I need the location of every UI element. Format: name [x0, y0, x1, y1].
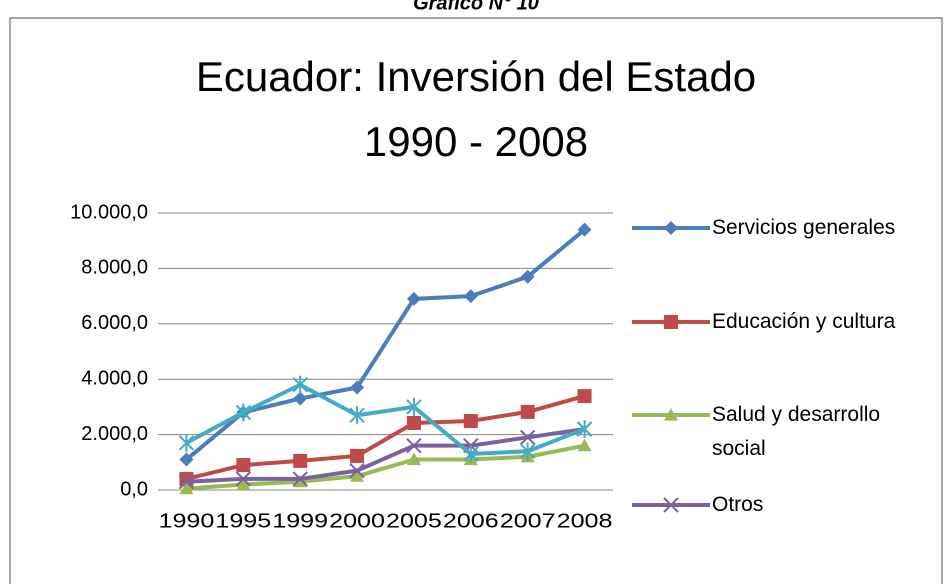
y-tick-label: 0,0: [120, 478, 148, 500]
marker: [406, 437, 422, 454]
x-tick-label: 2007: [500, 510, 556, 532]
y-tick-label: 6.000,0: [81, 312, 148, 334]
marker: [178, 473, 195, 490]
legend-swatch: [632, 315, 710, 329]
marker: [235, 471, 252, 487]
marker: [236, 458, 251, 473]
y-tick-label: 4.000,0: [81, 367, 148, 389]
marker: [179, 481, 194, 495]
y-tick-label: 2.000,0: [81, 423, 148, 445]
marker: [293, 391, 308, 406]
legend-swatch: [632, 221, 710, 235]
legend-item: Servicios generales: [628, 211, 895, 245]
marker: [349, 406, 365, 425]
marker: [664, 408, 678, 421]
x-tick-label: 2006: [443, 510, 499, 532]
marker: [520, 404, 535, 419]
marker: [577, 389, 592, 404]
legend-label: Educación y cultura: [712, 310, 896, 333]
legend-item: Otros: [628, 488, 763, 522]
x-tick-label: 2005: [386, 510, 442, 532]
marker: [406, 415, 421, 430]
marker: [178, 433, 195, 452]
marker: [292, 375, 308, 394]
x-tick-label: 1995: [215, 510, 271, 532]
marker: [293, 474, 308, 488]
marker: [463, 414, 478, 429]
chart-frame: [9, 17, 943, 584]
marker: [235, 403, 252, 422]
x-tick-label: 1990: [159, 510, 215, 532]
marker: [406, 291, 421, 306]
marker: [519, 442, 536, 461]
series-line: [185, 228, 586, 462]
series-line: [186, 443, 585, 491]
marker: [664, 221, 678, 235]
marker: [406, 397, 422, 416]
legend-item: Salud y desarrollo social: [628, 398, 912, 466]
series-line: [185, 382, 586, 456]
marker: [349, 462, 365, 479]
caption: Gráfico N° 10: [413, 0, 539, 14]
marker: [463, 289, 478, 304]
legend-swatch: [632, 497, 710, 513]
legend-item: Educación y cultura: [628, 305, 895, 339]
x-tick-label: 2008: [557, 510, 613, 532]
marker: [350, 380, 365, 395]
series-line: [186, 427, 585, 484]
legend-label: Salud y desarrollo social: [712, 403, 881, 460]
marker: [664, 315, 678, 329]
marker: [663, 497, 679, 513]
x-tick-label: 2000: [329, 510, 385, 532]
marker: [577, 222, 592, 237]
marker: [293, 453, 308, 468]
marker: [236, 477, 251, 491]
marker: [519, 429, 536, 446]
marker: [576, 420, 593, 439]
marker: [463, 444, 479, 463]
chart-title: Ecuador: Inversión del Estado: [196, 53, 756, 100]
marker: [350, 469, 365, 482]
legend-label: Servicios generales: [712, 216, 896, 239]
marker: [520, 269, 535, 284]
y-tick-label: 10.000,0: [70, 201, 148, 223]
x-tick-label: 1999: [272, 510, 328, 532]
marker: [406, 452, 421, 466]
marker: [577, 438, 592, 452]
legend-swatch: [632, 408, 710, 421]
legend-label: Otros: [712, 493, 764, 516]
series-line: [185, 394, 586, 481]
chart-subtitle: 1990 - 2008: [364, 118, 588, 165]
y-tick-label: 8.000,0: [81, 257, 148, 279]
marker: [292, 471, 308, 487]
marker: [350, 448, 365, 463]
marker: [179, 452, 194, 467]
